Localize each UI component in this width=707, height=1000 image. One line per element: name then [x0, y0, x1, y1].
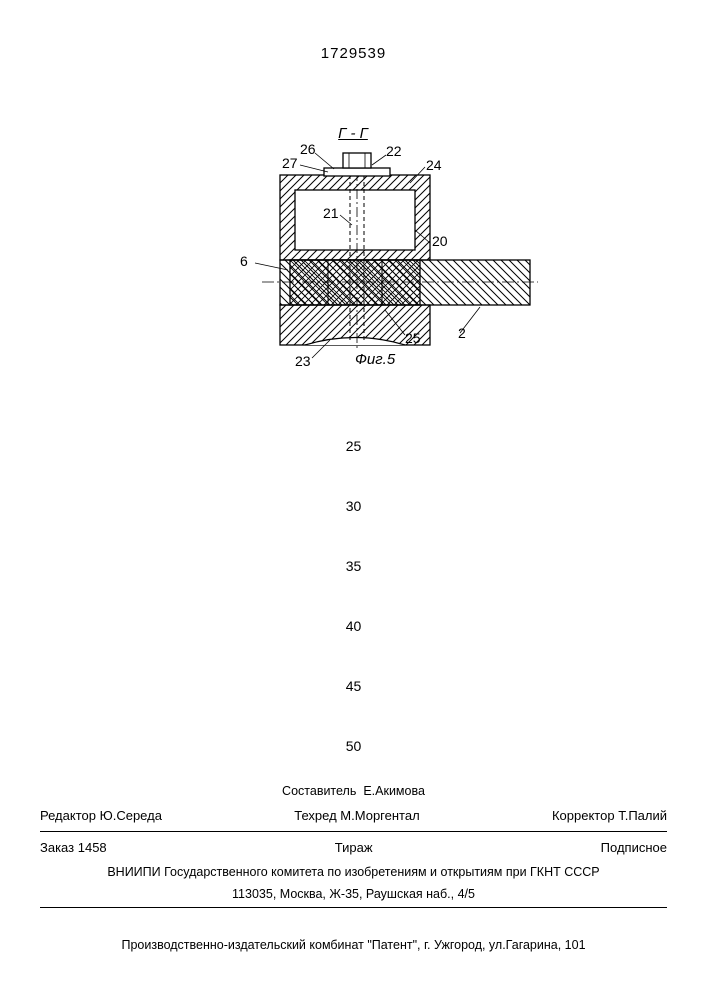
figure-svg: [200, 135, 540, 385]
scale-30: 30: [0, 498, 707, 514]
callout-22: 22: [386, 143, 402, 159]
callout-25: 25: [405, 330, 421, 346]
tirazh: Тираж: [335, 840, 373, 855]
callout-24: 24: [426, 157, 442, 173]
corrector: Корректор Т.Палий: [552, 808, 667, 823]
org-line2: 113035, Москва, Ж-35, Раушская наб., 4/5: [40, 883, 667, 905]
subscription: Подписное: [601, 840, 667, 855]
printer-line: Производственно-издательский комбинат "П…: [40, 938, 667, 952]
credits-row: Редактор Ю.Середа Техред М.Моргентал Кор…: [40, 802, 667, 829]
callout-26: 26: [300, 141, 316, 157]
scale-50: 50: [0, 738, 707, 754]
callout-21: 21: [323, 205, 339, 221]
order-row: Заказ 1458 Тираж Подписное: [40, 834, 667, 861]
scale-45: 45: [0, 678, 707, 694]
scale-25: 25: [0, 438, 707, 454]
page: 1729539 Г - Г: [0, 0, 707, 1000]
footer-block: Составитель Е.Акимова Редактор Ю.Середа …: [40, 780, 667, 910]
techred: Техред М.Моргентал: [294, 808, 419, 823]
compiler-row: Составитель Е.Акимова: [40, 780, 667, 802]
document-number: 1729539: [0, 45, 707, 62]
callout-6: 6: [240, 253, 248, 269]
org-line1: ВНИИПИ Государственного комитета по изоб…: [40, 861, 667, 883]
callout-20: 20: [432, 233, 448, 249]
callout-2: 2: [458, 325, 466, 341]
rule-1: [40, 831, 667, 832]
scale-40: 40: [0, 618, 707, 634]
editor: Редактор Ю.Середа: [40, 808, 162, 823]
figure-caption: Фиг.5: [355, 351, 395, 368]
order: Заказ 1458: [40, 840, 107, 855]
callout-27: 27: [282, 155, 298, 171]
callout-23: 23: [295, 353, 311, 369]
scale-35: 35: [0, 558, 707, 574]
figure-area: Г - Г: [200, 135, 540, 385]
rule-2: [40, 907, 667, 908]
